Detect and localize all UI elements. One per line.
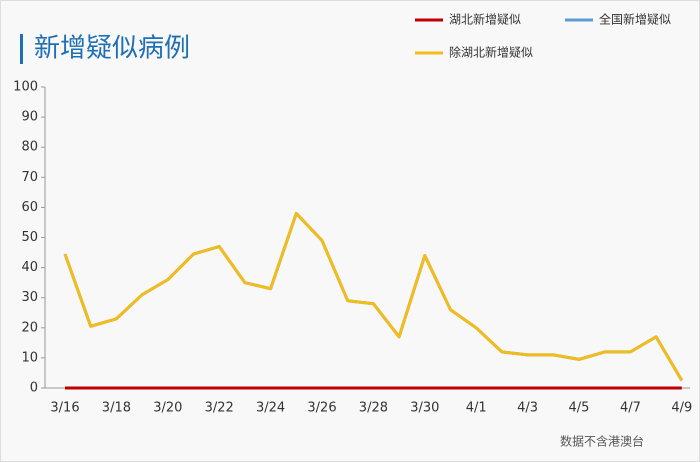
title-bar <box>20 34 23 64</box>
x-tick-label: 3/22 <box>205 401 234 416</box>
legend-label: 全国新增疑似 <box>599 12 671 27</box>
y-tick-label: 20 <box>21 320 38 335</box>
y-tick-label: 10 <box>21 350 38 365</box>
y-tick-label: 70 <box>21 170 38 185</box>
y-tick-label: 50 <box>21 230 38 245</box>
x-tick-label: 3/28 <box>359 401 388 416</box>
x-tick-label: 3/26 <box>307 401 336 416</box>
x-tick-label: 3/24 <box>256 401 285 416</box>
x-tick-label: 4/9 <box>671 401 692 416</box>
y-tick-label: 30 <box>21 290 38 305</box>
y-tick-label: 80 <box>21 140 38 155</box>
y-tick-label: 40 <box>21 260 38 275</box>
y-tick-label: 0 <box>30 381 38 396</box>
x-tick-label: 4/1 <box>466 401 487 416</box>
line <box>63 211 684 382</box>
x-tick-label: 4/7 <box>620 401 641 416</box>
y-tick-label: 60 <box>21 200 38 215</box>
x-tick-label: 3/16 <box>50 401 79 416</box>
x-tick-label: 3/20 <box>153 401 182 416</box>
x-tick-label: 3/30 <box>410 401 439 416</box>
chart-title: 新增疑似病例 <box>34 34 190 64</box>
x-tick-label: 4/3 <box>517 401 538 416</box>
y-tick-label: 100 <box>13 80 38 95</box>
note: 数据不含港澳台 <box>560 434 644 449</box>
y-tick-label: 90 <box>21 110 38 125</box>
legend-label: 除湖北新增疑似 <box>449 45 533 60</box>
x-tick-label: 4/5 <box>569 401 590 416</box>
legend-label: 湖北新增疑似 <box>449 12 521 27</box>
x-tick-label: 3/18 <box>102 401 131 416</box>
